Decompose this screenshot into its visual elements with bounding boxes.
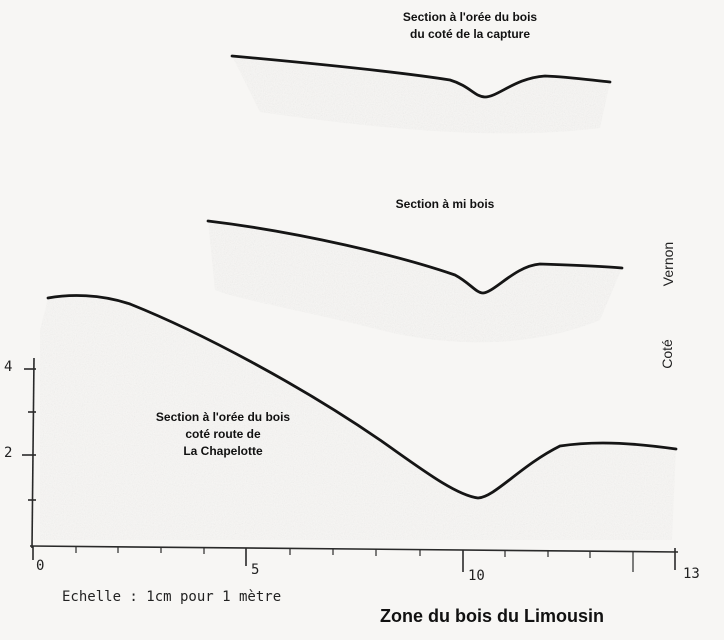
x-tick-label-13: 13 [683, 566, 700, 582]
middle-section-label-line-1: Section à mi bois [395, 197, 495, 211]
x-minor-ticks [75, 546, 634, 572]
top-section-label-line-2: du coté de la capture [409, 27, 531, 41]
y-tick-label-2: 2 [4, 445, 13, 461]
y-tick-label-4: 4 [4, 359, 13, 375]
top-profile-curve [230, 54, 612, 99]
top-profile-soil [232, 56, 610, 134]
x-tick-label-0: 0 [36, 558, 45, 574]
y-axis-line [31, 357, 35, 549]
top-section-label: Section à l'orée du bois du coté de la c… [370, 9, 570, 43]
axes [22, 357, 679, 572]
middle-profile-curve [206, 219, 624, 295]
x-axis-line [29, 545, 679, 553]
middle-profile-soil [208, 221, 622, 343]
zone-title: Zone du bois du Limousin [380, 606, 604, 626]
bottom-profile-soil [40, 295, 676, 540]
side-label-vernon: Vernon [660, 241, 676, 287]
middle-section-label: Section à mi bois [370, 196, 520, 213]
bottom-section-label-line-1: Section à l'orée du bois [155, 410, 291, 424]
x-tick-label-10: 10 [468, 568, 485, 584]
x-tick-label-5: 5 [251, 562, 260, 578]
top-section-label-line-1: Section à l'orée du bois [402, 10, 538, 24]
bottom-section-label: Section à l'orée du bois coté route de L… [123, 409, 323, 460]
bottom-section-label-line-3: La Chapelotte [183, 444, 263, 458]
bottom-profile-curve [46, 294, 678, 500]
bottom-section-label-line-2: coté route de [185, 427, 261, 441]
scale-note: Echelle : 1cm pour 1 mètre [62, 589, 282, 605]
side-label-cote: Coté [659, 339, 675, 369]
